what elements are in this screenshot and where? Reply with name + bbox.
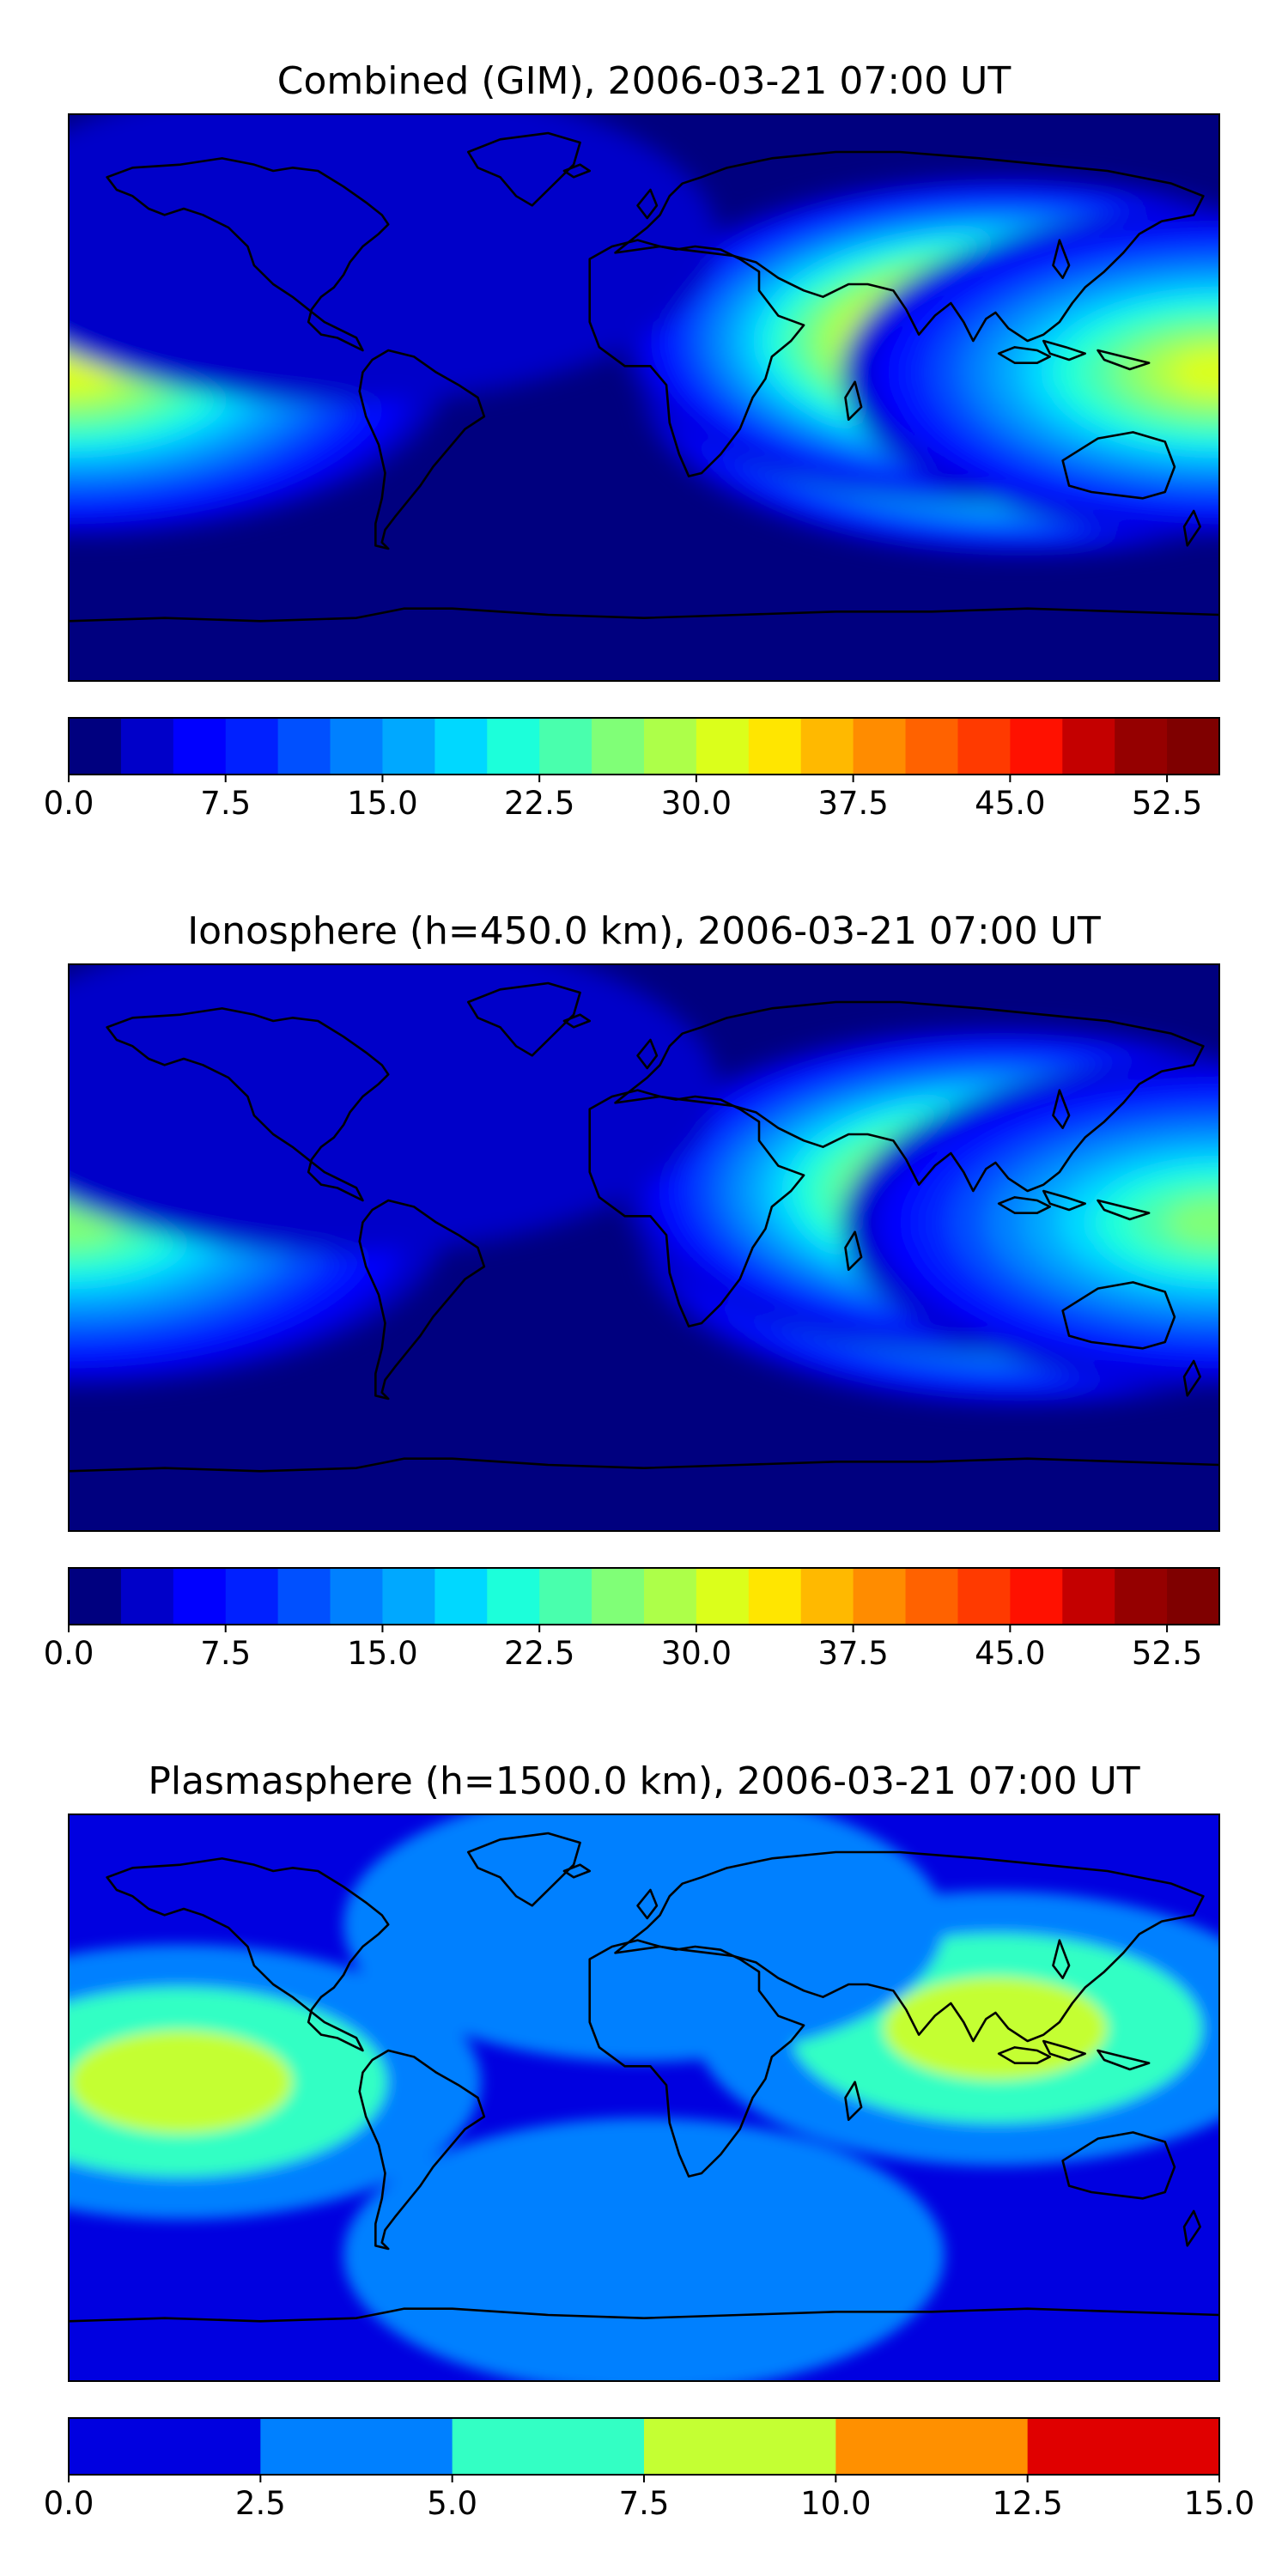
colorbar-segment	[1167, 718, 1220, 775]
colorbar-tick-label: 7.5	[200, 785, 251, 822]
heatmap-feature-3	[343, 1814, 945, 2063]
map-frame	[68, 963, 1220, 1532]
colorbar-segment	[957, 1568, 1011, 1625]
colorbar-tick-label: 0.0	[44, 2485, 94, 2522]
colorbar-segment	[1027, 2418, 1220, 2475]
colorbar-segment	[644, 718, 697, 775]
colorbar-segment	[539, 1568, 592, 1625]
colorbar-segment	[853, 718, 907, 775]
map-frame	[68, 113, 1220, 682]
colorbar-segment	[1115, 718, 1168, 775]
colorbar-tick-label: 45.0	[975, 1635, 1045, 1672]
colorbar-frame	[68, 1567, 1220, 1625]
colorbar-segment	[905, 1568, 959, 1625]
colorbar-tick-label: 30.0	[661, 1635, 732, 1672]
colorbar-tick-label: 52.5	[1132, 785, 1202, 822]
colorbar-segment	[592, 718, 645, 775]
colorbar-segment	[800, 1568, 854, 1625]
colorbar-tick-label: 22.5	[504, 785, 574, 822]
colorbar-segment	[69, 2418, 261, 2475]
colorbar-segment	[69, 1568, 122, 1625]
colorbar-tick-label: 5.0	[427, 2485, 477, 2522]
colorbar-segment	[487, 1568, 540, 1625]
colorbar-tick-label: 37.5	[817, 785, 888, 822]
colorbar-tick-label: 7.5	[619, 2485, 670, 2522]
colorbar-segment	[120, 718, 174, 775]
heatmap-field	[69, 964, 1219, 1531]
chart-3: Plasmasphere (h=1500.0 km), 2006-03-21 0…	[44, 1759, 1255, 2522]
colorbar-segment	[69, 718, 122, 775]
colorbar-tick-label: 30.0	[661, 785, 732, 822]
colorbar-segment	[173, 718, 227, 775]
colorbar-tick-label: 22.5	[504, 1635, 574, 1672]
heatmap-field	[69, 114, 1219, 681]
colorbar: 0.0 2.5 5.0 7.5 10.0 12.5 15.0	[44, 2417, 1255, 2522]
colorbar-tick-label: 0.0	[44, 1635, 94, 1672]
colorbar-tick-label: 15.0	[347, 785, 417, 822]
colorbar-tick-label: 15.0	[1184, 2485, 1255, 2522]
map-frame	[68, 1814, 1220, 2382]
colorbar-segment	[277, 718, 331, 775]
colorbar-segment	[260, 2418, 453, 2475]
colorbar-segment	[539, 718, 592, 775]
colorbar-segment	[225, 718, 279, 775]
colorbar-segment	[853, 1568, 907, 1625]
colorbar: 0.0 7.5 15.0 22.5 30.0 37.5 45.0 52.5	[44, 1567, 1220, 1672]
colorbar-segment	[120, 1568, 174, 1625]
colorbar-tick-label: 12.5	[992, 2485, 1062, 2522]
colorbar-tick-label: 37.5	[817, 1635, 888, 1672]
colorbar-segment	[1010, 718, 1063, 775]
colorbar-segment	[748, 718, 802, 775]
colorbar-segment	[277, 1568, 331, 1625]
colorbar-segment	[434, 718, 488, 775]
colorbar-segment	[225, 1568, 279, 1625]
colorbar-segment	[905, 718, 959, 775]
colorbar-segment	[487, 718, 540, 775]
colorbar-segment	[748, 1568, 802, 1625]
colorbar-tick-label: 0.0	[44, 785, 94, 822]
colorbar-segment	[1062, 1568, 1115, 1625]
colorbar-segment	[330, 1568, 384, 1625]
colorbar-segment	[835, 2418, 1029, 2475]
colorbar-tick-label: 2.5	[235, 2485, 286, 2522]
colorbar-segment	[1010, 1568, 1063, 1625]
colorbar-segment	[696, 718, 750, 775]
colorbar-segment	[1062, 718, 1115, 775]
colorbar-tick-label: 10.0	[800, 2485, 871, 2522]
colorbar-segment	[644, 2418, 836, 2475]
colorbar-segment	[330, 718, 384, 775]
colorbar-tick-label: 45.0	[975, 785, 1045, 822]
colorbar: 0.0 7.5 15.0 22.5 30.0 37.5 45.0 52.5	[44, 717, 1220, 822]
colorbar-segment	[800, 718, 854, 775]
chart-title: Plasmasphere (h=1500.0 km), 2006-03-21 0…	[148, 1759, 1139, 1803]
colorbar-segment	[434, 1568, 488, 1625]
heatmap-feature-4	[343, 2117, 945, 2381]
colorbar-segment	[382, 1568, 435, 1625]
colorbar-segment	[1167, 1568, 1220, 1625]
colorbar-segment	[696, 1568, 750, 1625]
colorbar-segment	[592, 1568, 645, 1625]
colorbar-segment	[644, 1568, 697, 1625]
colorbar-tick-label: 52.5	[1132, 1635, 1202, 1672]
chart-title: Combined (GIM), 2006-03-21 07:00 UT	[277, 59, 1012, 103]
heatmap-feature-4	[69, 114, 719, 404]
chart-1: Combined (GIM), 2006-03-21 07:00 UT 0.0 7.…	[44, 59, 1221, 822]
colorbar-segment	[957, 718, 1011, 775]
colorbar-tick-label: 15.0	[347, 1635, 417, 1672]
colorbar-tick-label: 7.5	[200, 1635, 251, 1672]
colorbar-frame	[68, 717, 1220, 775]
colorbar-segment	[382, 718, 435, 775]
chart-2: Ionosphere (h=450.0 km), 2006-03-21 07:0…	[44, 909, 1221, 1672]
colorbar-segment	[452, 2418, 645, 2475]
colorbar-segment	[173, 1568, 227, 1625]
chart-title: Ionosphere (h=450.0 km), 2006-03-21 07:0…	[187, 909, 1101, 953]
heatmap-field	[69, 1814, 1219, 2381]
colorbar-segment	[1115, 1568, 1168, 1625]
heatmap-feature-1	[69, 1944, 482, 2220]
heatmap-feature-4	[69, 964, 719, 1254]
